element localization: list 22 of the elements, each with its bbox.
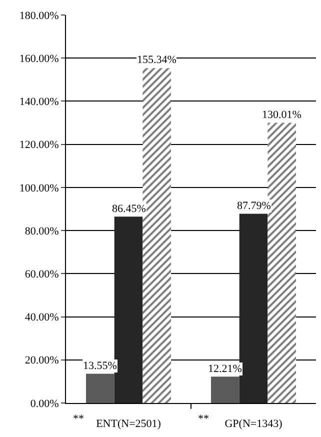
y-tick-label: 180.00% xyxy=(19,10,59,22)
x-tick-label: GP(N=1343) xyxy=(224,418,283,430)
y-tick-label: 20.00% xyxy=(24,354,59,367)
data-label: 155.34% xyxy=(137,54,176,66)
y-tick-label: 100.00% xyxy=(19,182,59,194)
y-tick-label: 0.00% xyxy=(30,398,59,410)
text: ** xyxy=(198,413,209,425)
y-tick-label: 80.00% xyxy=(24,225,59,238)
bar xyxy=(211,376,240,403)
text: ** xyxy=(73,413,84,425)
y-tick-label: 140.00% xyxy=(19,96,59,108)
bar xyxy=(86,374,114,403)
y-tick-label: 160.00% xyxy=(19,52,59,65)
data-label: 86.45% xyxy=(112,203,146,215)
data-label: 87.79% xyxy=(237,200,271,212)
data-label: 13.55% xyxy=(83,360,117,372)
data-label: 12.21% xyxy=(208,363,242,375)
data-label: 130.01% xyxy=(262,109,302,121)
y-tick-label: 120.00% xyxy=(19,139,59,152)
y-tick-label: 40.00% xyxy=(24,312,59,324)
x-tick-label: ENT(N=2501) xyxy=(96,418,162,430)
y-tick-label: 60.00% xyxy=(24,268,59,281)
